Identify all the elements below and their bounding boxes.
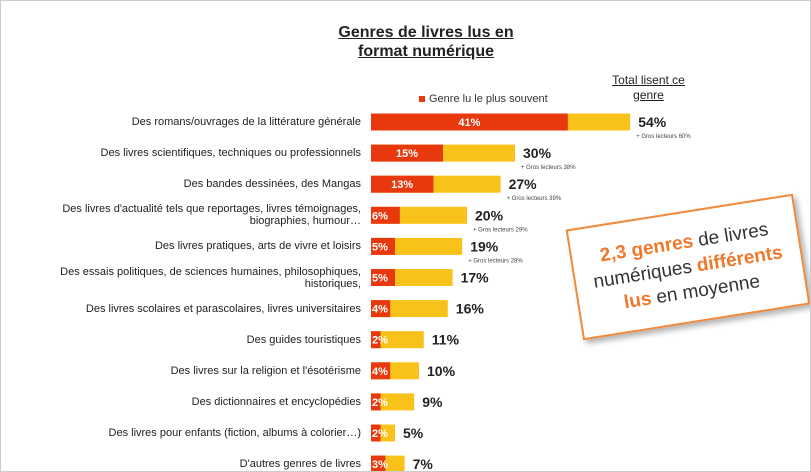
category-label: Des romans/ouvrages de la littérature gé… <box>131 116 361 128</box>
category-label: Des guides touristiques <box>246 333 361 346</box>
legend-swatch <box>419 96 425 103</box>
main-value-label: 5% <box>372 273 388 285</box>
main-value-label: 13% <box>391 179 413 191</box>
total-bar <box>371 331 424 349</box>
total-value-label: 20% <box>475 207 504 223</box>
callout-text: lus <box>622 287 653 313</box>
category-label: Des essais politiques, de sciences humai… <box>60 265 361 290</box>
total-header: Total lisent ce genre <box>612 73 685 102</box>
legend: Genre lu le plus souvent <box>419 93 548 105</box>
main-value-label: 4% <box>372 366 388 378</box>
total-value-label: 30% <box>523 145 552 161</box>
main-value-label: 2% <box>372 335 388 347</box>
main-bar <box>371 175 434 193</box>
total-value-label: 7% <box>413 456 434 471</box>
total-value-label: 54% <box>638 114 667 130</box>
total-value-label: 19% <box>470 238 499 254</box>
category-label: Des livres scientifiques, techniques ou … <box>100 147 361 160</box>
total-value-label: 10% <box>427 363 456 379</box>
total-bar <box>371 393 415 411</box>
category-label: D'autres genres de livres <box>239 458 361 471</box>
main-bar <box>371 455 386 471</box>
main-bar <box>371 144 443 162</box>
main-value-label: 4% <box>372 304 388 316</box>
main-bar <box>371 393 381 411</box>
main-bar <box>371 362 391 380</box>
total-value-label: 11% <box>432 332 460 348</box>
annotation: + Gros lecteurs 29% <box>473 227 528 233</box>
main-value-label: 15% <box>396 148 418 160</box>
category-label: Des livres pour enfants (fiction, albums… <box>108 427 361 439</box>
main-value-label: 3% <box>372 459 388 471</box>
main-bar <box>371 300 391 318</box>
main-bar <box>371 331 381 349</box>
main-value-label: 2% <box>372 428 388 440</box>
main-value-label: 41% <box>458 117 480 129</box>
category-label: Des livres d'actualité tels que reportag… <box>62 203 361 228</box>
total-value-label: 17% <box>461 270 490 286</box>
main-value-label: 6% <box>372 210 388 222</box>
total-value-label: 9% <box>422 394 443 410</box>
category-label: Des livres sur la religion et l'ésotéris… <box>170 364 361 377</box>
total-value-label: 16% <box>456 301 485 317</box>
main-value-label: 2% <box>372 397 388 409</box>
main-bar <box>371 424 381 442</box>
main-bar <box>371 113 568 131</box>
annotation: + Gros lecteurs 60% <box>636 134 691 140</box>
total-value-label: 5% <box>403 425 424 441</box>
category-label: Des dictionnaires et encyclopédies <box>191 395 361 408</box>
legend-label: Genre lu le plus souvent <box>429 93 548 105</box>
annotation: + Gros lecteurs 28% <box>468 258 523 264</box>
annotation: + Gros lecteurs 38% <box>521 165 576 171</box>
main-value-label: 5% <box>372 241 388 253</box>
annotation: + Gros lecteurs 39% <box>507 196 562 202</box>
category-label: Des livres pratiques, arts de vivre et l… <box>154 240 361 253</box>
total-value-label: 27% <box>509 176 538 192</box>
main-bar <box>371 237 395 255</box>
category-label: Des livres scolaires et parascolaires, l… <box>85 302 361 315</box>
chart-title: Genres de livres lus en format numérique <box>338 24 514 60</box>
main-bar <box>371 269 395 286</box>
category-label: Des bandes dessinées, des Mangas <box>183 178 361 191</box>
main-bar <box>371 206 400 224</box>
